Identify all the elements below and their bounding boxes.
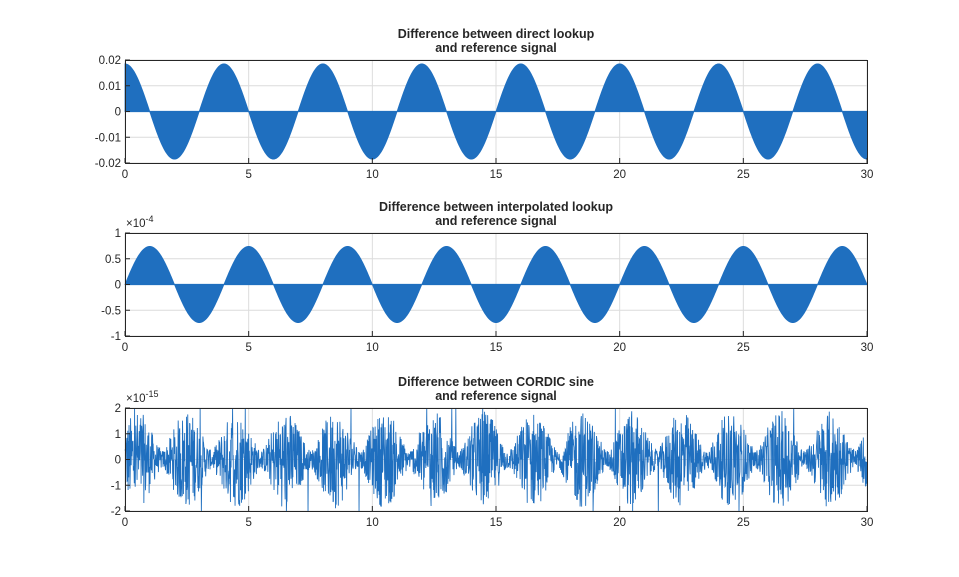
y-axis: 2 1 0 -1 -2 — [111, 403, 130, 518]
x-tick-label: 10 — [366, 169, 379, 181]
x-tick-label: 20 — [613, 517, 626, 529]
chart-title-line-2: and reference signal — [435, 214, 557, 228]
y-tick-label: 0 — [115, 107, 121, 119]
exponent-power: -15 — [146, 389, 159, 399]
exponent-base: ×10 — [126, 393, 146, 405]
plot-area — [124, 63, 868, 160]
x-tick-label: 0 — [122, 342, 128, 354]
x-axis: 0 5 10 15 20 25 30 — [122, 506, 874, 529]
axes-direct-lookup: 0 5 10 15 20 25 30 0.02 0.01 0 -0.01 -0.02 Differe… — [95, 27, 874, 181]
y-tick-label: 0.5 — [105, 254, 121, 266]
y-tick-label: -0.5 — [101, 305, 121, 317]
y-exponent-label: ×10-4 — [126, 214, 154, 230]
x-tick-label: 30 — [861, 517, 874, 529]
x-tick-label: 15 — [490, 169, 503, 181]
y-tick-label: 0.02 — [99, 55, 121, 67]
y-axis: 0.02 0.01 0 -0.01 -0.02 — [95, 55, 130, 170]
y-tick-label: -0.01 — [95, 132, 121, 144]
exponent-power: -4 — [146, 214, 154, 224]
x-tick-label: 25 — [737, 517, 750, 529]
y-axis: 1 0.5 0 -0.5 -1 — [101, 228, 130, 343]
x-tick-label: 5 — [245, 517, 251, 529]
axes-interpolated-lookup: 0 5 10 15 20 25 30 1 0.5 0 -0.5 -1 Difference betw… — [101, 200, 873, 354]
plot-area — [124, 245, 868, 324]
y-tick-label: 0 — [115, 280, 121, 292]
plot-area — [124, 407, 868, 512]
x-tick-label: 20 — [613, 169, 626, 181]
y-tick-label: -1 — [111, 480, 121, 492]
y-exponent-label: ×10-15 — [126, 389, 159, 405]
x-axis: 0 5 10 15 20 25 30 — [122, 158, 874, 181]
x-tick-label: 10 — [366, 342, 379, 354]
axes-cordic-sine: 0 5 10 15 20 25 30 210-1-2 Difference between … — [111, 375, 874, 529]
y-tick-label: 0 — [115, 455, 121, 467]
exponent-base: ×10 — [126, 218, 146, 230]
x-tick-label: 20 — [613, 342, 626, 354]
chart-title-line-1: Difference between CORDIC sine — [398, 375, 594, 389]
x-axis: 0 5 10 15 20 25 30 — [122, 331, 874, 354]
x-tick-label: 30 — [861, 342, 874, 354]
series-error-line — [124, 407, 868, 512]
x-tick-label: 0 — [122, 169, 128, 181]
y-tick-label: -1 — [111, 331, 121, 343]
x-tick-label: 10 — [366, 517, 379, 529]
x-tick-label: 30 — [861, 169, 874, 181]
chart-title-line-1: Difference between interpolated lookup — [379, 200, 613, 214]
chart-title-line-2: and reference signal — [435, 41, 557, 55]
x-tick-label: 25 — [737, 169, 750, 181]
x-tick-label: 15 — [490, 342, 503, 354]
x-tick-label: 15 — [490, 517, 503, 529]
y-tick-label: -0.02 — [95, 158, 121, 170]
chart-title-line-2: and reference signal — [435, 389, 557, 403]
y-tick-label: 1 — [115, 228, 121, 240]
y-tick-label: 0.01 — [99, 81, 121, 93]
x-tick-label: 5 — [245, 169, 251, 181]
y-tick-label: 1 — [115, 429, 121, 441]
x-tick-label: 0 — [122, 517, 128, 529]
x-tick-label: 25 — [737, 342, 750, 354]
y-tick-label: -2 — [111, 506, 121, 518]
x-tick-label: 5 — [245, 342, 251, 354]
y-tick-label: 2 — [115, 403, 121, 415]
chart-title-line-1: Difference between direct lookup — [398, 27, 595, 41]
